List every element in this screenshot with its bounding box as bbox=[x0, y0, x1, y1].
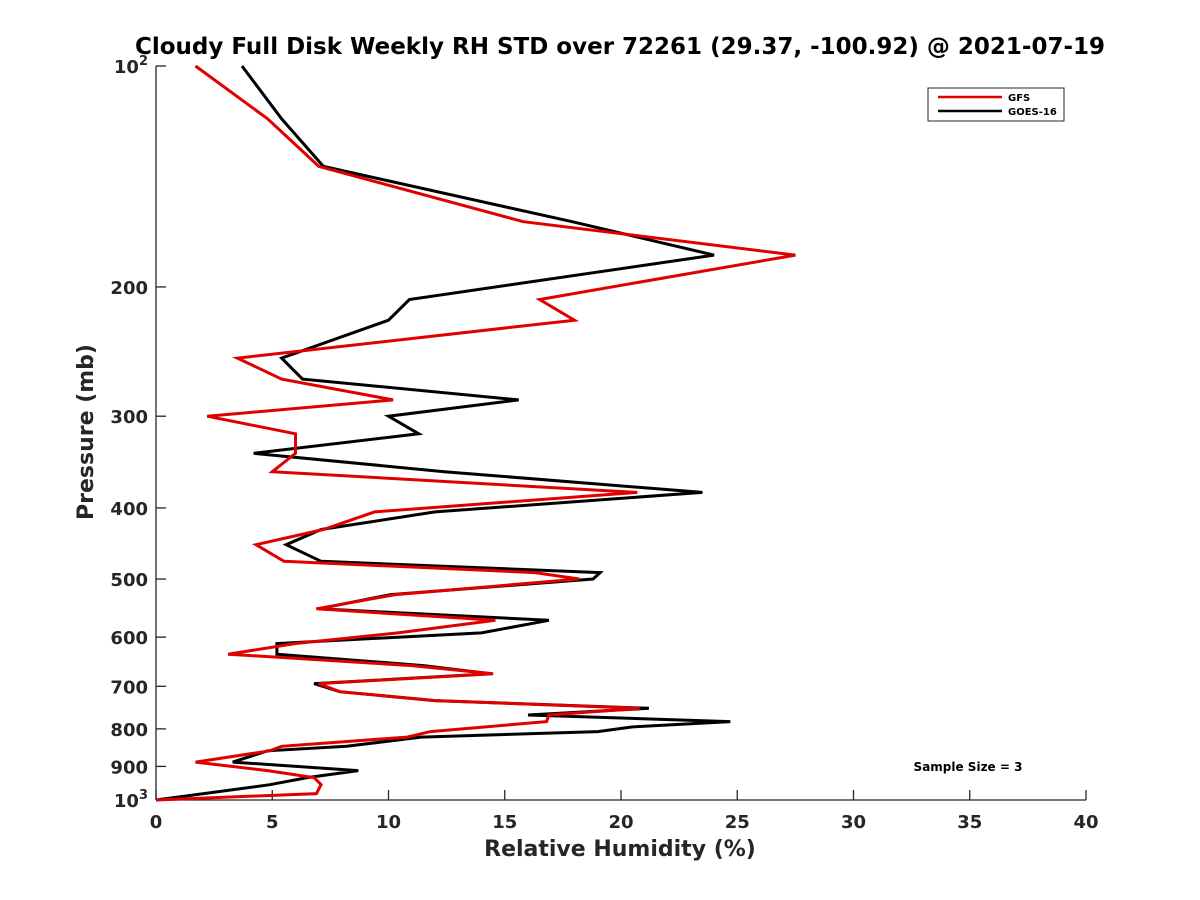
y-tick-label: 102 bbox=[114, 54, 148, 78]
y-tick-label: 500 bbox=[110, 570, 148, 591]
sample-size-annotation: Sample Size = 3 bbox=[914, 760, 1023, 774]
series-line-gfs bbox=[155, 64, 796, 802]
x-tick-label: 35 bbox=[957, 812, 982, 833]
x-axis-label: Relative Humidity (%) bbox=[484, 837, 756, 862]
x-axis-ticks: 0 5 10 15 20 25 30 35 40 bbox=[150, 790, 1099, 833]
legend-label: GFS bbox=[1008, 93, 1030, 104]
y-tick-base: 10 bbox=[114, 791, 139, 812]
x-tick-label: 25 bbox=[725, 812, 750, 833]
y-tick-exponent: 2 bbox=[139, 54, 148, 69]
y-tick-label: 600 bbox=[110, 628, 148, 649]
y-tick-label: 103 bbox=[114, 788, 148, 812]
y-tick-exponent: 3 bbox=[139, 788, 148, 803]
x-tick-label: 5 bbox=[266, 812, 279, 833]
x-tick-label: 10 bbox=[376, 812, 401, 833]
series-lines bbox=[155, 64, 796, 802]
y-tick-label: 400 bbox=[110, 499, 148, 520]
y-tick-label: 900 bbox=[110, 757, 148, 778]
y-tick-label: 300 bbox=[110, 407, 148, 428]
x-tick-label: 40 bbox=[1073, 812, 1098, 833]
y-tick-label: 700 bbox=[110, 677, 148, 698]
x-tick-label: 15 bbox=[492, 812, 517, 833]
y-tick-label: 200 bbox=[110, 278, 148, 299]
legend-label: GOES-16 bbox=[1008, 107, 1057, 118]
x-tick-label: 30 bbox=[841, 812, 866, 833]
y-tick-label: 800 bbox=[110, 720, 148, 741]
chart-title: Cloudy Full Disk Weekly RH STD over 7226… bbox=[135, 34, 1105, 60]
legend-box bbox=[927, 87, 1065, 122]
x-tick-label: 20 bbox=[608, 812, 633, 833]
series-line-goes-16 bbox=[155, 65, 731, 802]
y-axis-label: Pressure (mb) bbox=[74, 344, 99, 520]
legend: GFS GOES-16 bbox=[927, 87, 1065, 122]
x-tick-label: 0 bbox=[150, 812, 163, 833]
y-tick-base: 10 bbox=[114, 57, 139, 78]
